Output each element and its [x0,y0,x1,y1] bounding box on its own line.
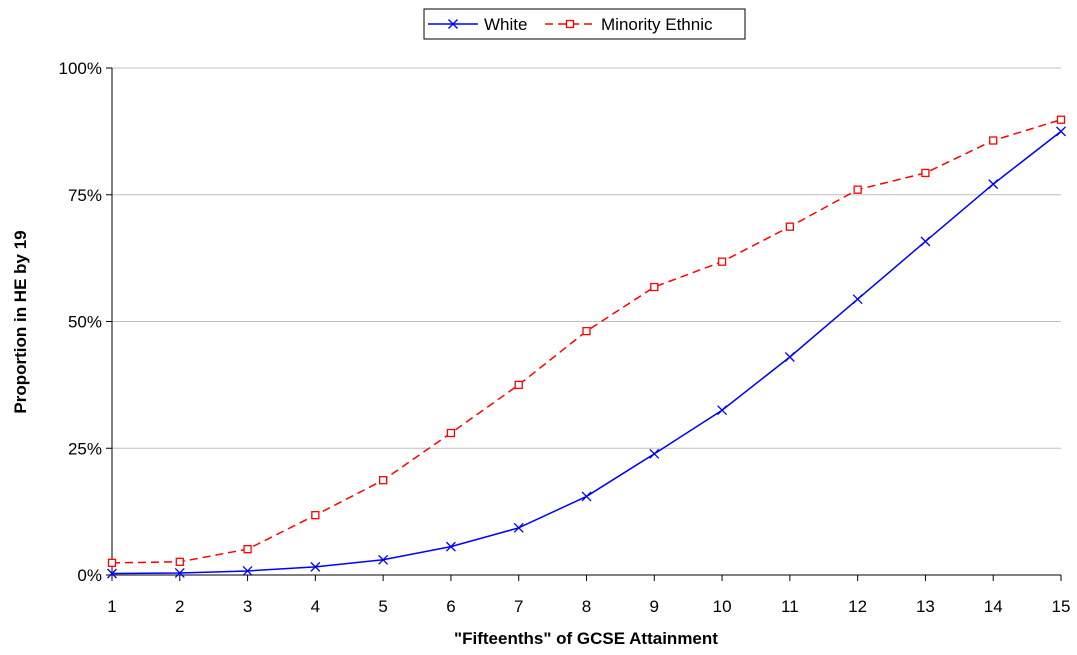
legend-marker-minority-ethnic [565,19,575,29]
x-tick-label: 14 [984,597,1003,616]
x-tick-label: 15 [1052,597,1071,616]
gridlines [112,67,1061,449]
data-point-minority-ethnic [1056,115,1066,124]
series-minority-ethnic [107,115,1066,567]
data-point-white [920,236,931,247]
data-point-minority-ethnic [243,544,252,554]
x-tick-label: 8 [582,597,591,616]
x-tick-label: 13 [916,597,935,616]
data-point-minority-ethnic [853,185,862,194]
y-axis-ticks: 0% 25% 50% 75% 100% [59,59,112,585]
data-point-white [852,294,863,305]
x-tick-label: 1 [107,597,116,616]
data-point-minority-ethnic [311,511,320,520]
legend-label-minority-ethnic: Minority Ethnic [601,15,713,34]
legend: White Minority Ethnic [423,8,746,40]
series-white [107,126,1066,579]
y-tick-label: 25% [68,439,102,458]
x-tick-label: 9 [650,597,659,616]
data-point-minority-ethnic [717,257,727,266]
legend-marker-symbol [565,19,575,29]
data-point-white [717,405,728,416]
y-tick-label: 75% [68,186,102,205]
x-tick-label: 2 [175,597,184,616]
x-tick-label: 10 [713,597,732,616]
y-tick-label: 50% [68,313,102,332]
legend-marker-symbol [448,19,458,29]
data-point-white [581,491,592,502]
data-point-minority-ethnic [378,476,388,485]
y-tick-label: 100% [59,59,102,78]
x-tick-label: 6 [446,597,455,616]
data-point-minority-ethnic [175,557,184,566]
data-point-white [649,448,660,459]
series-layer [107,115,1066,579]
x-tick-label: 11 [781,597,799,616]
data-point-white [107,568,117,579]
data-point-white [445,541,456,552]
data-point-minority-ethnic [785,222,795,231]
y-tick-label: 0% [77,566,102,585]
series-line-minority-ethnic [111,118,1062,564]
x-tick-label: 3 [243,597,252,616]
data-point-white [784,352,795,362]
data-point-white [242,565,253,576]
x-axis-title: "Fifteenths" of GCSE Attainment [454,629,718,648]
x-tick-label: 5 [378,597,387,616]
series-line-white [111,130,1062,575]
x-tick-label: 4 [311,597,320,616]
data-point-minority-ethnic [514,380,523,390]
x-tick-label: 7 [514,597,523,616]
legend-label-white: White [484,15,527,34]
data-point-white [378,554,389,565]
data-point-minority-ethnic [921,168,930,178]
data-point-white [310,561,321,572]
data-point-white [988,179,999,190]
data-point-white [513,522,524,533]
data-point-minority-ethnic [650,282,659,292]
data-point-minority-ethnic [582,326,591,336]
y-axis-title: Proportion in HE by 19 [11,230,30,413]
legend-marker-white [448,19,458,29]
x-tick-label: 12 [848,597,867,616]
data-point-minority-ethnic [989,136,998,145]
data-point-white [174,568,185,578]
data-point-minority-ethnic [107,558,117,567]
data-point-white [1056,126,1066,137]
x-axis-ticks: 1 2 3 4 5 6 7 8 9 10 11 12 13 14 15 [107,575,1070,616]
data-point-minority-ethnic [446,428,456,438]
